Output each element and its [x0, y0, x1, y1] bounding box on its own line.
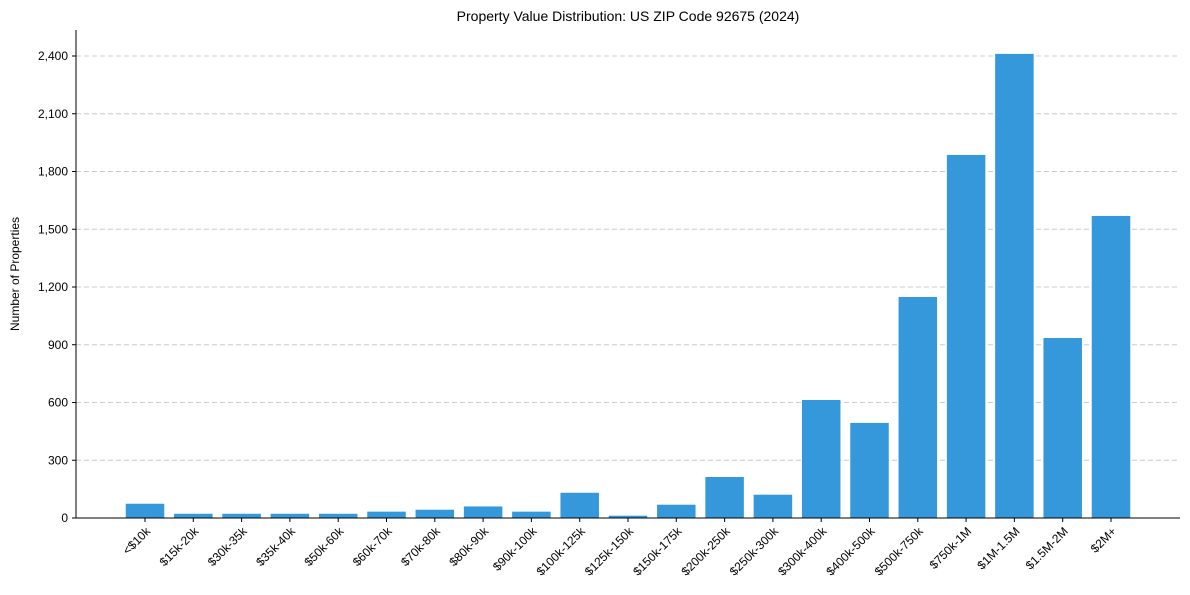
x-tick-label: $400k-500k	[823, 524, 878, 579]
x-tick-label: $750k-1M	[927, 524, 975, 572]
x-tick-label: $15k-20k	[157, 524, 203, 570]
y-tick-label: 900	[48, 338, 68, 352]
bar-$50k-60k	[318, 513, 358, 518]
bar-$100k-125k	[560, 492, 599, 518]
bar-$400k-500k	[850, 422, 889, 518]
y-tick-label: 0	[61, 511, 68, 525]
x-tick-label: $150k-175k	[630, 524, 685, 579]
x-tick-label: $1M-1.5M	[974, 524, 1022, 572]
x-tick-label: $125k-150k	[582, 524, 637, 579]
y-tick-label: 300	[48, 453, 68, 467]
bar-$80k-90k	[463, 506, 503, 518]
x-tick-label: $250k-300k	[727, 524, 782, 579]
bar-$1M-1.5M	[995, 53, 1034, 518]
x-tick-label: $60k-70k	[350, 524, 396, 570]
chart-title: Property Value Distribution: US ZIP Code…	[457, 8, 800, 24]
bar-$200k-250k	[705, 476, 744, 518]
x-tick-label: $90k-100k	[490, 524, 540, 574]
bar-$125k-150k	[608, 515, 648, 518]
bar-$2M+	[1091, 215, 1131, 518]
bar-$150k-175k	[657, 504, 696, 518]
y-tick-label: 2,100	[38, 107, 68, 121]
bar-<$10k	[125, 503, 165, 518]
x-tick-label: $80k-90k	[446, 524, 492, 570]
x-tick-label: <$10k	[120, 524, 154, 558]
x-tick-label: $30k-35k	[205, 524, 251, 570]
y-axis-label: Number of Properties	[8, 217, 22, 331]
x-tick-label: $2M+	[1088, 524, 1119, 555]
bar-$60k-70k	[367, 511, 406, 518]
x-tick-label: $1.5M-2M	[1023, 524, 1071, 572]
y-tick-label: 1,800	[38, 165, 68, 179]
bar-$1.5M-2M	[1043, 338, 1082, 518]
x-tick-label: $100k-125k	[534, 524, 589, 579]
bar-$70k-80k	[415, 509, 455, 518]
y-tick-label: 1,500	[38, 222, 68, 236]
x-tick-label: $200k-250k	[678, 524, 733, 579]
x-tick-label: $35k-40k	[253, 524, 299, 570]
bar-$15k-20k	[174, 513, 213, 518]
y-tick-label: 600	[48, 396, 68, 410]
x-tick-label: $500k-750k	[872, 524, 927, 579]
bar-$30k-35k	[222, 513, 261, 518]
x-tick-label: $300k-400k	[775, 524, 830, 579]
bar-$750k-1M	[946, 154, 986, 518]
bar-$500k-750k	[898, 297, 938, 518]
bar-$250k-300k	[753, 494, 793, 518]
y-tick-label: 1,200	[38, 280, 68, 294]
y-tick-label: 2,400	[38, 49, 68, 63]
bar-$300k-400k	[801, 399, 841, 518]
x-tick-label: $70k-80k	[398, 524, 444, 570]
x-tick-label: $50k-60k	[302, 524, 348, 570]
bar-$35k-40k	[270, 513, 310, 518]
bar-$90k-100k	[512, 511, 551, 518]
